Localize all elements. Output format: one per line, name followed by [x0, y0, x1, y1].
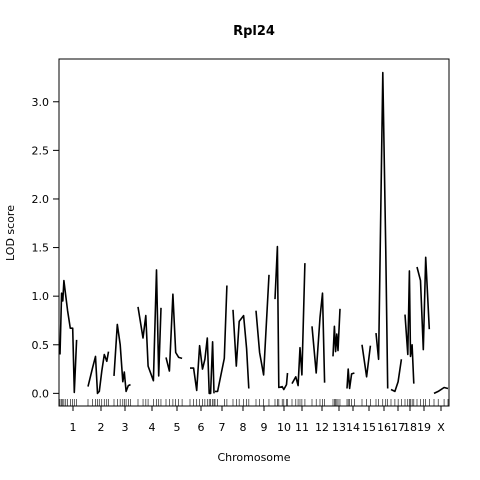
y-tick-label: 2.0: [32, 193, 50, 206]
lod-line-chr-14: [346, 368, 355, 390]
lod-line-chr-16: [375, 71, 389, 389]
chromosome-label: 18: [403, 421, 417, 434]
y-tick-label: 2.5: [32, 144, 50, 157]
y-tick-label: 0.0: [32, 387, 50, 400]
chromosome-label: 17: [391, 421, 405, 434]
chromosome-label: 8: [240, 421, 247, 434]
lod-line-chr-2: [87, 351, 110, 395]
chromosome-label: 13: [332, 421, 346, 434]
chromosome-label: 5: [174, 421, 181, 434]
y-tick-label: 3.0: [32, 96, 50, 109]
lod-line-chr-11: [291, 263, 306, 387]
lod-line-chr-7: [215, 285, 228, 393]
chromosome-label: 9: [261, 421, 268, 434]
chromosome-label: X: [437, 421, 445, 434]
chromosome-label: 1: [70, 421, 77, 434]
chromosome-label: 14: [346, 421, 360, 434]
chromosome-label: 4: [149, 421, 156, 434]
chromosome-marks: [59, 399, 449, 406]
lod-line-chr-12: [311, 292, 326, 383]
chromosome-label: 16: [377, 421, 391, 434]
lod-line-chr-18: [404, 270, 415, 384]
y-axis: 0.0 0.5 1.0 1.5 2.0 2.5 3.0: [32, 96, 59, 400]
chromosome-label: 19: [417, 421, 431, 434]
x-axis-title: Chromosome: [217, 451, 290, 464]
plot-frame: [58, 58, 450, 407]
chart-title: Rpl24: [233, 24, 275, 39]
y-axis-title: LOD score: [4, 205, 17, 261]
lod-line-chr-6: [190, 337, 215, 395]
chromosome-label: 6: [198, 421, 205, 434]
lod-line-chr-9: [255, 274, 270, 376]
chromosome-label: 2: [98, 421, 105, 434]
chromosome-label: 11: [295, 421, 309, 434]
lod-line-chr-15: [361, 344, 372, 378]
lod-line-chr-X: [433, 386, 449, 395]
chromosome-label: 10: [277, 421, 291, 434]
y-tick-label: 0.5: [32, 339, 50, 352]
chromosome-label: 15: [362, 421, 376, 434]
chromosome-label: 12: [315, 421, 329, 434]
y-tick-label: 1.5: [32, 242, 50, 255]
lod-line-chr-10: [274, 245, 289, 391]
lod-line-chr-13: [332, 308, 341, 357]
lod-line-chr-17: [390, 359, 403, 393]
lod-series: [59, 71, 449, 395]
lod-line-chr-19: [416, 256, 431, 351]
y-tick-label: 1.0: [32, 290, 50, 303]
lod-line-chr-8: [232, 309, 250, 389]
lod-line-chr-1: [59, 279, 78, 394]
lod-line-chr-4: [137, 269, 162, 382]
lod-line-chr-3: [113, 323, 131, 393]
lod-line-chr-5: [165, 293, 183, 372]
chromosome-label: 7: [219, 421, 226, 434]
chromosome-label: 3: [122, 421, 129, 434]
